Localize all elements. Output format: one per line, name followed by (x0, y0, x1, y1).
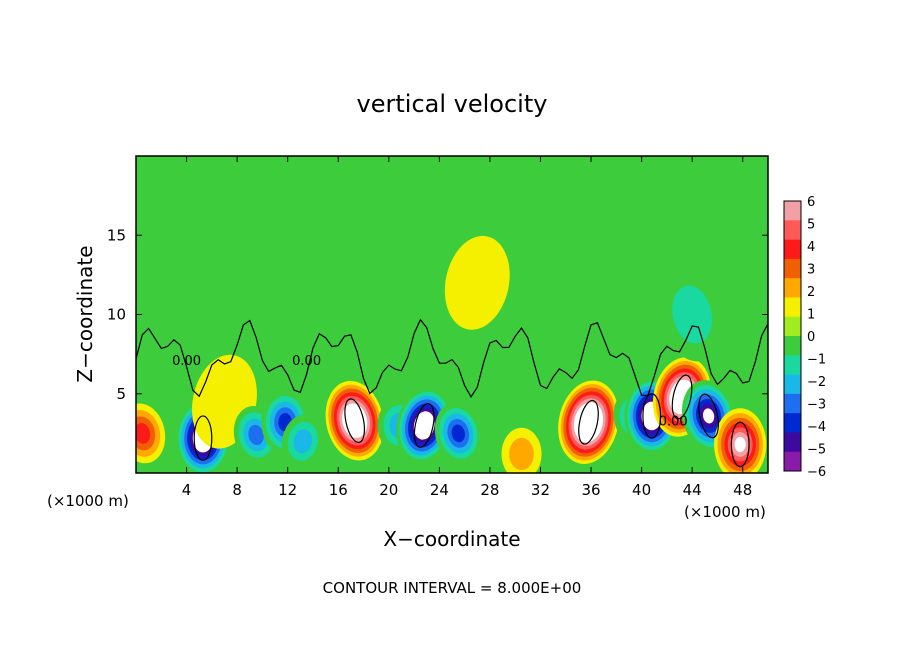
x-tick-label: 16 (329, 481, 348, 499)
x-axis-label: X−coordinate (383, 527, 520, 551)
field-level (584, 416, 593, 429)
y-axis-ticks: 5 10 15 (107, 226, 768, 403)
y-tick-label: 10 (107, 306, 126, 324)
field-cell (501, 427, 542, 473)
field-cell (714, 408, 767, 473)
x-tick-label: 44 (683, 481, 702, 499)
x-tick-label: 28 (480, 481, 499, 499)
field-level (419, 419, 429, 432)
colorbar-segment (784, 374, 801, 395)
field-cell (325, 380, 384, 461)
colorbar-segment (784, 432, 801, 453)
field-level (647, 409, 657, 423)
colorbar-tick-label: 5 (807, 218, 815, 233)
x-unit-left: (×1000 m) (47, 492, 129, 510)
field-level (451, 424, 466, 443)
colorbar-tick-label: 1 (807, 308, 815, 323)
x-tick-label: 4 (182, 481, 192, 499)
colorbar-segment (784, 201, 801, 221)
colorbar-tick-label: 3 (807, 263, 815, 278)
contour-label: 0.00 (292, 354, 321, 369)
field-cell (659, 267, 725, 362)
field-level (702, 408, 715, 424)
x-tick-label: 32 (531, 481, 550, 499)
field-level (444, 235, 510, 330)
y-tick-label: 15 (107, 226, 126, 244)
colorbar-segment (784, 393, 801, 414)
chart-title: vertical velocity (357, 90, 548, 118)
colorbar-segment (784, 355, 801, 375)
colorbar-tick-label: 2 (807, 285, 815, 300)
colorbar-segment (784, 278, 801, 298)
field-cell (434, 402, 482, 465)
colorbar-segment (784, 451, 801, 472)
contour-label: 0.00 (172, 354, 201, 369)
colorbar-tick-label: 0 (807, 330, 815, 345)
x-tick-label: 20 (379, 481, 398, 499)
colorbar: 6 5 4 3 2 1 0 −1 −2 −3 −4 −5 −6 (783, 195, 826, 480)
colorbar-tick-label: 6 (807, 195, 815, 210)
field-level (509, 437, 534, 471)
field-level (672, 285, 713, 344)
field-cell (136, 403, 166, 464)
contour-line (344, 398, 366, 444)
contour-line (642, 393, 662, 439)
contour-line (413, 403, 435, 448)
colorbar-segment (784, 239, 801, 260)
colorbar-segment (784, 297, 801, 318)
colorbar-tick-label: −5 (807, 443, 826, 458)
contour-interval-note: CONTOUR INTERVAL = 8.000E+00 (323, 579, 582, 597)
field-level (293, 429, 313, 454)
field-cell (281, 414, 324, 469)
colorbar-tick-label: −4 (807, 420, 826, 435)
field-level (248, 424, 264, 446)
x-tick-label: 48 (733, 481, 752, 499)
field-level (734, 436, 746, 453)
field-cell (444, 235, 510, 330)
contour-line (578, 399, 599, 445)
x-axis-ticks: 4 8 12 16 20 24 28 32 36 40 44 48 (182, 156, 752, 499)
colorbar-segment (784, 336, 801, 356)
colorbar-tick-label: −1 (807, 353, 826, 368)
contour-line (698, 393, 719, 439)
colorbar-segment (784, 413, 801, 433)
colorbar-tick-label: −6 (807, 465, 826, 480)
colorbar-tick-label: −2 (807, 375, 826, 390)
contour-lines: 0.00 0.00 0.00 (136, 318, 768, 468)
x-unit-right: (×1000 m) (684, 503, 766, 521)
x-tick-label: 8 (232, 481, 242, 499)
contour-line (730, 421, 750, 468)
colorbar-segment (784, 258, 801, 279)
contour-line (193, 415, 213, 461)
colorbar-tick-label: −3 (807, 398, 826, 413)
field-level (350, 414, 360, 427)
colorbar-segment (784, 220, 801, 240)
field-level (136, 422, 151, 444)
colorbar-tick-label: 4 (807, 240, 815, 255)
x-tick-label: 12 (278, 481, 297, 499)
contour-line (136, 318, 768, 398)
contour-line (671, 374, 693, 420)
colorbar-segment (784, 316, 801, 337)
x-tick-label: 24 (430, 481, 449, 499)
y-axis-label: Z−coordinate (73, 245, 97, 382)
x-tick-label: 40 (632, 481, 651, 499)
x-tick-label: 36 (581, 481, 600, 499)
colorbar-frame (783, 200, 802, 472)
y-tick-label: 5 (116, 385, 126, 403)
contour-label: 0.00 (659, 414, 688, 429)
plot-area: 0.00 0.000.00 4 8 12 16 20 24 28 32 36 40 44 48 5101… (107, 155, 769, 499)
